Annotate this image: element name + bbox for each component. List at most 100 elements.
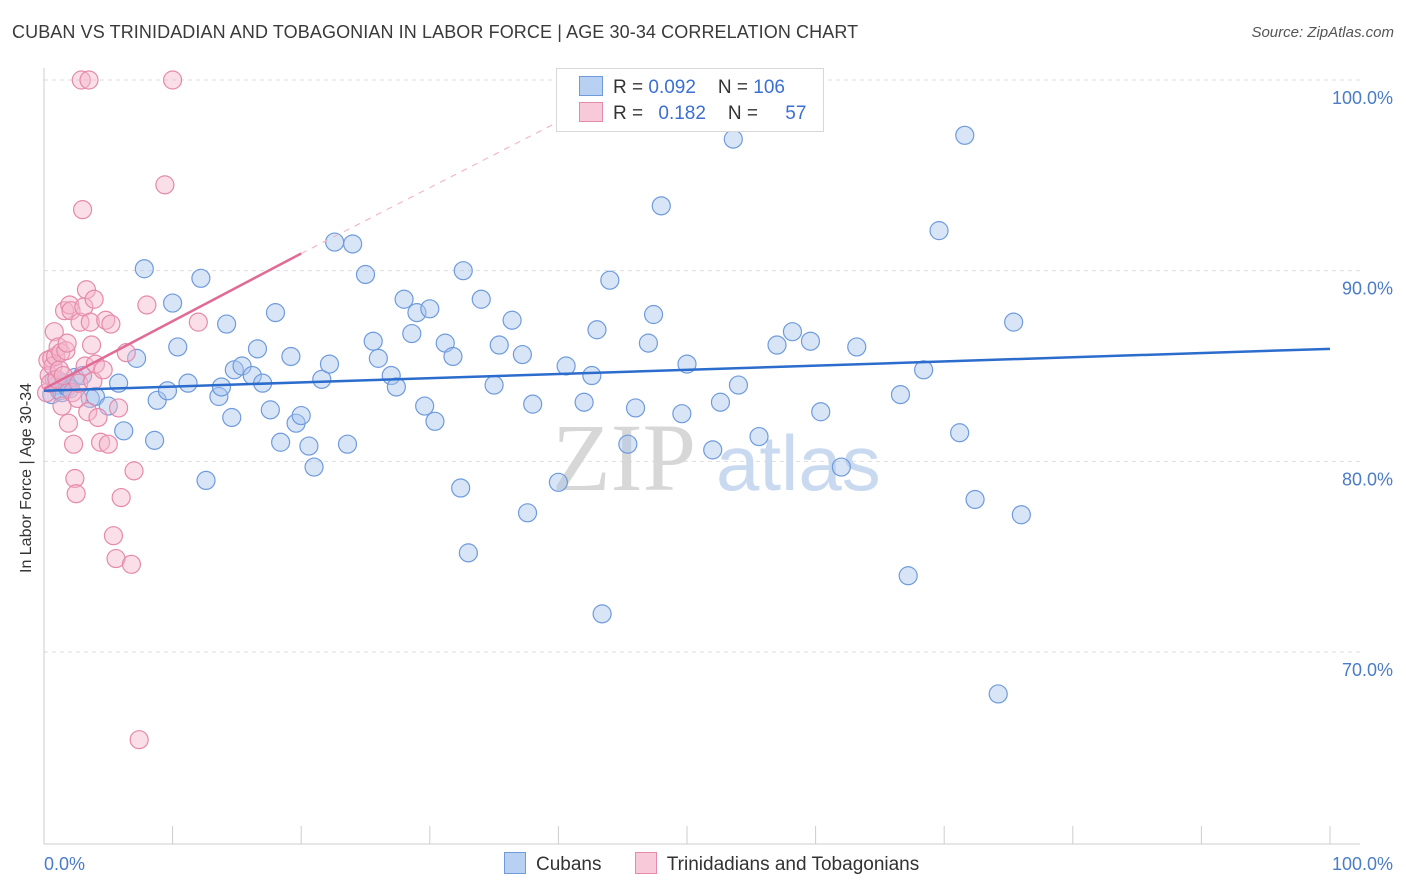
- data-point: [144, 430, 165, 450]
- y-tick-label: 70.0%: [1342, 660, 1393, 680]
- data-point: [625, 398, 646, 418]
- data-point: [402, 323, 422, 344]
- data-point: [363, 331, 383, 351]
- data-point: [79, 70, 99, 90]
- legend-label-trinidadian: Trinidadians and Tobagonians: [666, 854, 920, 875]
- data-point: [319, 354, 340, 374]
- data-point: [81, 335, 102, 355]
- data-point: [453, 261, 473, 281]
- data-point: [271, 432, 291, 452]
- cubans-swatch: [579, 76, 603, 96]
- trinidadian-points: [36, 70, 208, 750]
- data-point: [337, 434, 358, 454]
- data-point: [451, 478, 471, 498]
- data-point: [723, 129, 743, 149]
- trinidadian-swatch: [579, 102, 603, 122]
- data-point: [44, 322, 64, 342]
- data-point: [54, 301, 75, 321]
- data-point: [574, 392, 594, 412]
- data-point: [672, 404, 692, 424]
- data-point: [847, 337, 867, 357]
- data-point: [728, 375, 749, 395]
- data-point: [98, 434, 118, 454]
- x-tick-label: 0.0%: [44, 854, 85, 874]
- data-point: [502, 310, 522, 330]
- source-credit: Source: ZipAtlas.com: [1251, 24, 1394, 41]
- data-point: [157, 381, 178, 401]
- data-point: [80, 312, 100, 332]
- data-point: [420, 299, 440, 319]
- data-point: [247, 339, 268, 359]
- data-point: [168, 337, 188, 357]
- y-tick-label: 90.0%: [1342, 279, 1393, 299]
- data-point: [592, 604, 612, 624]
- legend-item-trinidadian[interactable]: Trinidadians and Tobagonians: [634, 852, 920, 876]
- data-point: [800, 331, 821, 351]
- data-point: [782, 322, 803, 342]
- data-point: [343, 234, 363, 254]
- data-point: [643, 304, 664, 325]
- y-tick-label: 80.0%: [1342, 469, 1393, 489]
- x-tick-label: 100.0%: [1332, 854, 1393, 874]
- r-value: 0.092: [648, 77, 696, 98]
- data-point: [66, 484, 86, 504]
- data-point: [71, 70, 91, 90]
- data-point: [304, 457, 324, 477]
- data-point: [111, 487, 131, 508]
- y-tick-label: 100.0%: [1332, 88, 1393, 108]
- data-point: [196, 470, 216, 490]
- chart-title: CUBAN VS TRINIDADIAN AND TOBAGONIAN IN L…: [12, 22, 859, 42]
- data-point: [484, 375, 504, 395]
- data-point: [57, 333, 77, 353]
- axes: [43, 68, 1360, 845]
- n-value: 57: [785, 103, 807, 124]
- data-point: [407, 303, 427, 323]
- data-point: [890, 385, 911, 405]
- data-point: [415, 396, 435, 416]
- data-point: [394, 289, 414, 309]
- trinidadian-swatch: [634, 852, 657, 874]
- data-point: [72, 200, 93, 220]
- data-point: [147, 390, 167, 410]
- data-point: [191, 268, 211, 288]
- data-point: [710, 392, 731, 412]
- data-point: [163, 293, 183, 313]
- cubans-trend-line: [43, 347, 1331, 393]
- legend-row-cubans: R = 0.092 N = 106: [579, 76, 785, 100]
- data-point: [108, 398, 129, 418]
- r-value: 0.182: [658, 103, 706, 124]
- data-point: [988, 684, 1008, 704]
- series-legend: Cubans Trinidadians and Tobagonians: [504, 852, 947, 876]
- data-point: [618, 434, 638, 454]
- data-point: [281, 346, 301, 367]
- data-point: [78, 402, 98, 422]
- correlation-legend: R = 0.092 N = 106 R = 0.182 N = 57: [556, 68, 824, 132]
- legend-item-cubans[interactable]: Cubans: [504, 852, 602, 876]
- data-point: [443, 346, 463, 367]
- data-point: [60, 295, 80, 315]
- data-point: [651, 196, 671, 216]
- data-point: [1011, 505, 1031, 525]
- data-point: [582, 365, 602, 386]
- data-point: [62, 383, 82, 403]
- data-point: [114, 421, 134, 441]
- data-point: [134, 259, 154, 279]
- data-point: [749, 426, 769, 447]
- data-point: [955, 125, 975, 145]
- data-point: [65, 468, 85, 489]
- y-tick-labels: 70.0% 80.0% 90.0% 100.0%: [1332, 88, 1393, 680]
- n-value: 106: [753, 77, 785, 98]
- data-point: [517, 503, 538, 523]
- data-point: [512, 344, 532, 365]
- data-point: [56, 341, 76, 361]
- data-point: [96, 310, 116, 330]
- x-tick-labels: 0.0% 100.0%: [44, 854, 1393, 874]
- data-point: [600, 270, 620, 290]
- data-point: [914, 360, 934, 380]
- data-point: [355, 264, 376, 285]
- cubans-swatch: [504, 852, 526, 874]
- data-point: [703, 440, 723, 460]
- data-point: [211, 377, 232, 397]
- r-label: R =: [613, 103, 649, 124]
- data-point: [103, 526, 124, 546]
